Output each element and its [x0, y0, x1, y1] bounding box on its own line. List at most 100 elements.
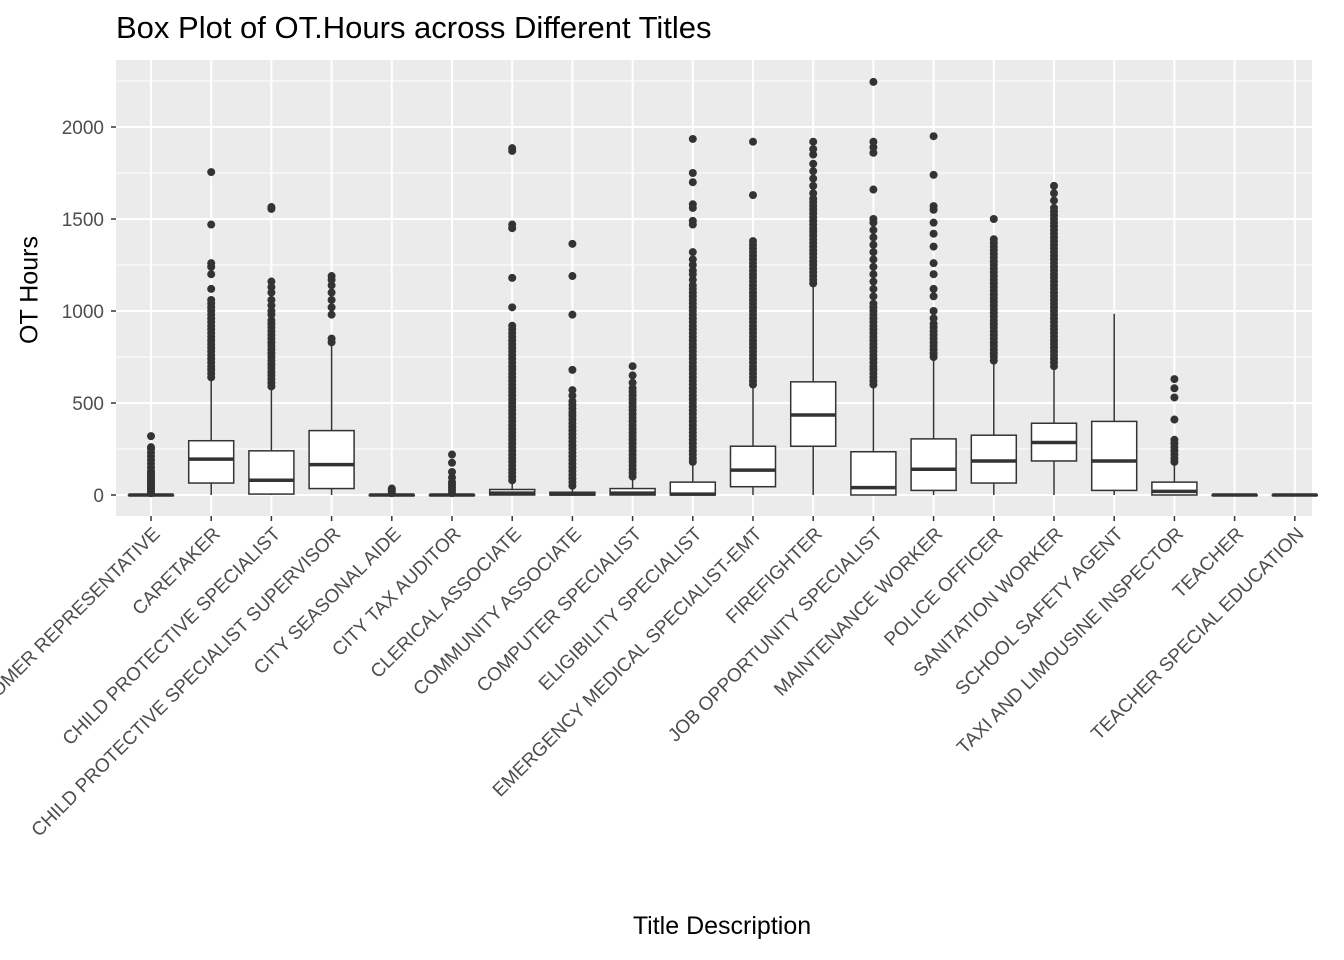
outlier-point [749, 237, 757, 246]
outlier-point [327, 295, 336, 304]
x-tick-label: TAXI AND LIMOUSINE INSPECTOR [953, 524, 1188, 759]
outlier-point [929, 132, 938, 141]
outlier-point [508, 273, 517, 282]
outlier-point [688, 200, 697, 209]
box-7 [488, 144, 536, 496]
outlier-point [568, 310, 577, 319]
box-body [1090, 420, 1138, 492]
box-14 [910, 132, 957, 495]
outlier-point [1170, 415, 1179, 424]
outlier-point [207, 295, 216, 304]
outlier-point [929, 242, 938, 251]
box-1 [127, 432, 175, 498]
y-axis: 0 500 1000 1500 2000 [62, 118, 116, 507]
outlier-point [327, 288, 336, 297]
x-tick-label: JOB OPPORTUNITY SPECIALIST [664, 523, 887, 746]
outlier-point [327, 334, 336, 343]
box-body [910, 438, 957, 492]
outlier-point [1170, 435, 1179, 444]
outlier-point [688, 281, 697, 290]
outlier-point [869, 299, 878, 308]
outlier-point [1050, 189, 1058, 198]
outlier-point [688, 134, 697, 143]
box-10 [669, 134, 717, 496]
outlier-point [809, 137, 818, 146]
box-5 [368, 484, 416, 498]
outlier-point [929, 259, 938, 268]
outlier-point [929, 270, 938, 279]
outlier-point [327, 303, 336, 312]
outlier-point [147, 443, 155, 452]
box-9 [609, 362, 656, 496]
outlier-point [448, 450, 456, 459]
box-body [187, 439, 235, 484]
outlier-point [267, 203, 276, 212]
outlier-point [508, 321, 517, 330]
box-18 [1151, 375, 1198, 496]
outlier-point [448, 468, 456, 476]
outlier-point [327, 281, 336, 290]
outlier-point [387, 484, 396, 493]
box-8 [549, 239, 596, 496]
outlier-point [1050, 181, 1058, 190]
outlier-point [929, 307, 938, 315]
box-20 [1271, 493, 1319, 497]
outlier-point [147, 432, 155, 441]
outlier-point [207, 259, 216, 268]
outlier-point [508, 144, 517, 153]
outlier-point [869, 226, 878, 235]
box-6 [428, 450, 476, 498]
x-tick-label: CHILD PROTECTIVE SPECIALIST [59, 523, 285, 749]
outlier-point [809, 150, 818, 159]
outlier-point [749, 191, 757, 200]
outlier-point [929, 314, 938, 323]
outlier-point [809, 174, 818, 183]
box-16 [1030, 181, 1078, 495]
outlier-point [568, 397, 577, 406]
outlier-point [688, 178, 697, 187]
outlier-point [568, 272, 577, 281]
box-12 [789, 137, 837, 495]
outlier-point [688, 266, 697, 275]
outlier-point [989, 215, 998, 223]
outlier-point [1050, 196, 1058, 205]
outlier-point [869, 284, 878, 293]
outlier-point [869, 255, 878, 264]
outlier-point [809, 159, 818, 168]
box-body [970, 434, 1018, 484]
outlier-point [1170, 393, 1179, 402]
outlier-point [448, 458, 456, 467]
outlier-point [327, 272, 336, 281]
box-15 [970, 215, 1018, 495]
outlier-point [869, 148, 878, 157]
outlier-point [568, 391, 577, 400]
outlier-point [688, 169, 697, 177]
outlier-point [628, 378, 637, 387]
outlier-point [327, 310, 336, 319]
box-13 [850, 77, 897, 496]
outlier-point [508, 303, 517, 312]
outlier-point [267, 277, 276, 286]
outlier-point [929, 170, 938, 179]
box-11 [729, 137, 777, 495]
x-tick-label: CUSTOMER REPRESENTATIVE [0, 524, 165, 738]
outlier-point [869, 262, 878, 271]
y-tick-label: 2000 [62, 118, 104, 139]
outlier-point [207, 284, 216, 293]
outlier-point [869, 143, 878, 152]
outlier-point [1050, 203, 1058, 212]
outlier-point [267, 283, 276, 292]
y-tick-label: 1500 [62, 210, 104, 231]
outlier-point [267, 307, 276, 315]
box-2 [187, 168, 235, 495]
outlier-point [809, 181, 818, 190]
outlier-point [207, 270, 216, 279]
outlier-point [929, 284, 938, 293]
outlier-point [929, 229, 938, 238]
outlier-point [688, 216, 697, 225]
box-body [308, 429, 355, 490]
outlier-point [809, 145, 818, 154]
outlier-point [207, 168, 216, 177]
outlier-point [688, 261, 697, 269]
box-body [729, 445, 777, 488]
